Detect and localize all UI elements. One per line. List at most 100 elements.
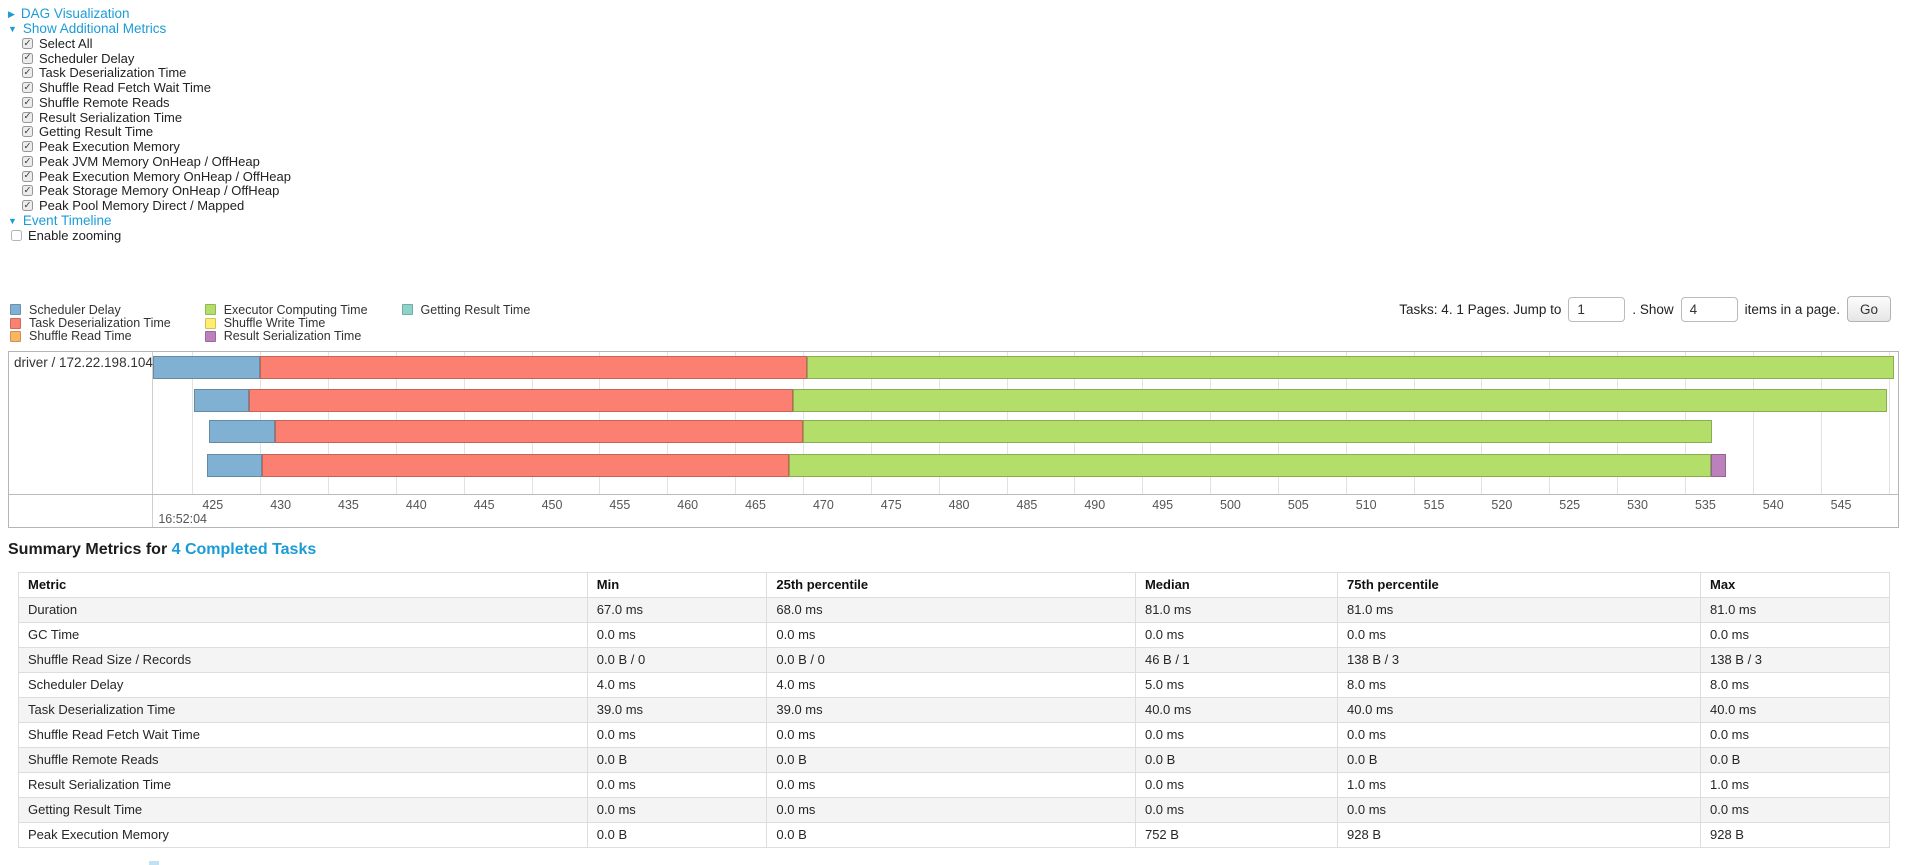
legend-swatch-icon <box>10 317 21 329</box>
timeline-tick-label: 535 <box>1694 498 1716 512</box>
metric-value-cell: 0.0 B <box>1700 747 1890 773</box>
checkbox-checked-icon[interactable]: ✓ <box>22 67 33 79</box>
go-button[interactable]: Go <box>1846 296 1891 322</box>
checkbox-checked-icon[interactable]: ✓ <box>22 81 33 94</box>
metric-value-cell: 8.0 ms <box>1337 672 1701 698</box>
summary-header-metric: Metric <box>18 572 588 598</box>
metric-value-cell: 81.0 ms <box>1337 597 1701 623</box>
metric-value-cell: 0.0 ms <box>766 797 1136 823</box>
metric-value-cell: 40.0 ms <box>1700 697 1890 723</box>
check-icon: ✓ <box>23 170 32 182</box>
chevron-right-icon: ▶ <box>8 8 15 19</box>
checkbox-checked-icon[interactable]: ✓ <box>22 200 33 212</box>
metric-value-cell: 0.0 ms <box>1134 772 1339 798</box>
checkbox-label: Peak Storage Memory OnHeap / OffHeap <box>39 183 280 199</box>
metric-value-cell: 0.0 ms <box>586 772 768 798</box>
task-1-segment-executor-computing-time[interactable] <box>807 356 1894 379</box>
task-4-segment-result-serialization-time[interactable] <box>1710 454 1726 477</box>
summary-header-max: Max <box>1700 572 1890 598</box>
metric-checkbox-row-peak-execution-memory: ✓ Peak Execution Memory <box>22 139 291 154</box>
metric-value-cell: 81.0 ms <box>1700 597 1890 623</box>
timeline-plot-area[interactable]: 425 16:52:04 430 435 440 445 450 455 460 465 470 47… <box>153 352 1898 527</box>
checkbox-checked-icon[interactable]: ✓ <box>22 141 33 153</box>
show-additional-metrics-toggle[interactable]: ▼ Show Additional Metrics <box>8 21 291 36</box>
checkbox-checked-icon[interactable]: ✓ <box>22 185 33 197</box>
task-1-segment-scheduler-delay[interactable] <box>153 356 261 379</box>
legend-label: Shuffle Write Time <box>223 316 326 331</box>
task-2-segment-task-deserialization-time[interactable] <box>249 389 794 412</box>
event-timeline-toggle[interactable]: ▼ Event Timeline <box>8 213 291 228</box>
timeline-tick-label: 435 <box>338 498 359 512</box>
metric-value-cell: 0.0 ms <box>1337 797 1701 823</box>
metric-value-cell: 39.0 ms <box>586 697 768 723</box>
summary-row-peak-execution-memory: Peak Execution Memory 0.0 B 0.0 B 752 B 928 … <box>18 822 1890 848</box>
timeline-tick-label: 450 <box>541 498 563 512</box>
task-2-segment-executor-computing-time[interactable] <box>793 389 1888 412</box>
timeline-gridline <box>1888 352 1890 494</box>
metric-value-cell: 0.0 B <box>1337 747 1701 773</box>
legend-label: Task Deserialization Time <box>29 316 171 331</box>
checkbox-checked-icon[interactable]: ✓ <box>22 37 33 49</box>
check-icon: ✓ <box>23 96 32 108</box>
task-3-segment-executor-computing-time[interactable] <box>802 420 1713 443</box>
legend-swatch-icon <box>10 330 21 342</box>
checkbox-checked-icon[interactable]: ✓ <box>22 52 33 64</box>
checkbox-checked-icon[interactable]: ✓ <box>22 126 33 138</box>
timeline-tick-label: 455 <box>609 498 631 512</box>
metric-value-cell: 81.0 ms <box>1134 597 1339 623</box>
check-icon: ✓ <box>23 81 32 93</box>
task-3-segment-task-deserialization-time[interactable] <box>275 420 803 443</box>
checkbox-label: Scheduler Delay <box>39 50 135 66</box>
metric-checkbox-row-shuffle-read-fetch-wait-time: ✓ Shuffle Read Fetch Wait Time <box>22 80 291 95</box>
task-4-segment-scheduler-delay[interactable] <box>207 454 262 477</box>
task-3-segment-scheduler-delay[interactable] <box>208 420 276 443</box>
timeline-legend: Scheduler Delay Task Deserialization Time… <box>10 303 530 343</box>
metric-checkbox-row-peak-execution-memory-onheap-offheap: ✓ Peak Execution Memory OnHeap / OffHeap <box>22 169 291 184</box>
jump-to-page-input[interactable] <box>1568 296 1626 322</box>
summary-row-scheduler-delay: Scheduler Delay 4.0 ms 4.0 ms 5.0 ms 8.0 ms 8… <box>18 672 1890 698</box>
metric-value-cell: 928 B <box>1700 822 1890 848</box>
pagination-text-after: items in a page. <box>1744 301 1840 317</box>
metric-value-cell: 0.0 B / 0 <box>586 647 768 673</box>
timeline-tick-label: 425 <box>202 498 224 512</box>
timeline-axis-line <box>9 494 1898 495</box>
legend-label: Shuffle Read Time <box>29 329 132 344</box>
enable-zooming-checkbox[interactable] <box>11 230 22 241</box>
metric-name-cell: Duration <box>18 597 588 623</box>
metric-name-cell: Shuffle Remote Reads <box>18 747 588 773</box>
check-icon: ✓ <box>23 185 32 197</box>
metric-value-cell: 138 B / 3 <box>1700 647 1890 673</box>
timeline-tick-label: 530 <box>1627 498 1648 512</box>
metric-value-cell: 39.0 ms <box>766 697 1136 723</box>
summary-row-task-deserialization-time: Task Deserialization Time 39.0 ms 39.0 ms 4… <box>18 697 1890 723</box>
chevron-down-icon: ▼ <box>8 23 17 34</box>
legend-item-executor-computing-time: Executor Computing Time <box>204 303 368 317</box>
clipped-content-below <box>149 861 159 865</box>
metric-value-cell: 40.0 ms <box>1337 697 1701 723</box>
timeline-tick-label: 545 <box>1830 498 1852 512</box>
metric-value-cell: 0.0 ms <box>586 797 768 823</box>
items-per-page-input[interactable] <box>1680 296 1738 322</box>
checkbox-checked-icon[interactable]: ✓ <box>22 170 33 182</box>
metric-value-cell: 0.0 B <box>766 747 1136 773</box>
checkbox-checked-icon[interactable]: ✓ <box>22 155 33 167</box>
metric-value-cell: 0.0 B <box>766 822 1136 848</box>
task-4-segment-task-deserialization-time[interactable] <box>261 454 790 477</box>
task-2-segment-scheduler-delay[interactable] <box>193 389 250 412</box>
legend-item-getting-result-time: Getting Result Time <box>401 302 531 317</box>
summary-table-header-row: Metric Min 25th percentile Median 75th perce… <box>18 572 1890 598</box>
dag-visualization-toggle[interactable]: ▶ DAG Visualization <box>8 6 291 21</box>
task-4-segment-executor-computing-time[interactable] <box>789 454 1711 477</box>
legend-label: Getting Result Time <box>420 302 531 317</box>
metric-value-cell: 0.0 ms <box>586 722 768 748</box>
metric-value-cell: 0.0 ms <box>1134 622 1339 648</box>
task-1-segment-task-deserialization-time[interactable] <box>260 356 808 379</box>
summary-metrics-table: Metric Min 25th percentile Median 75th perce… <box>18 572 1890 848</box>
enable-zooming-row: Enable zooming <box>11 228 291 243</box>
summary-row-shuffle-read-fetch-wait-time: Shuffle Read Fetch Wait Time 0.0 ms 0.0 ms… <box>18 722 1890 748</box>
metric-value-cell: 1.0 ms <box>1700 772 1890 798</box>
checkbox-checked-icon[interactable]: ✓ <box>22 96 33 108</box>
checkbox-checked-icon[interactable]: ✓ <box>22 111 33 123</box>
metric-value-cell: 0.0 B / 0 <box>766 647 1136 673</box>
timeline-tick-label: 440 <box>405 498 427 512</box>
